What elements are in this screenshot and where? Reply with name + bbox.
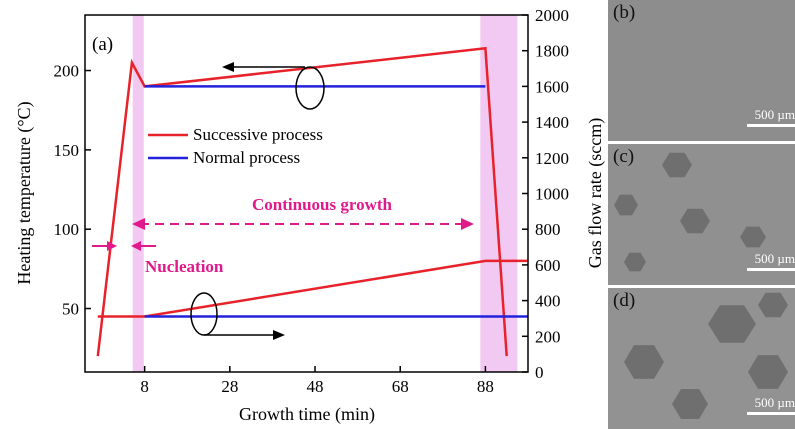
ellipse-marker-lower	[190, 292, 218, 336]
crystal-domain	[624, 252, 646, 272]
x-tick-label: 8	[140, 377, 149, 396]
y-tick-label-right: 200	[535, 327, 561, 346]
series-line-2	[97, 259, 528, 318]
crystal-domain	[748, 355, 788, 389]
legend-label-successive: Successive process	[193, 125, 323, 144]
series-layer	[96, 46, 528, 357]
continuous-growth-arrowhead-right	[461, 218, 474, 230]
y-tick-label-right: 800	[535, 220, 561, 239]
panel-label: (a)	[92, 34, 113, 55]
nucleation-annotation: Nucleation	[92, 241, 224, 276]
crystal-domain	[740, 226, 766, 248]
arrow-right-head	[273, 330, 285, 340]
y-tick-label-left: 100	[54, 220, 80, 239]
y-tick-label-left: 200	[54, 62, 80, 81]
ellipse-marker-upper	[295, 66, 325, 110]
scale-label-b: 500 µm	[754, 107, 795, 122]
arrow-left-head	[222, 62, 234, 72]
axis-indicator-lower	[190, 292, 285, 340]
micrograph-d: (d) 500 µm	[608, 288, 795, 429]
y-axis-label-left: Heating temperature (°C)	[14, 101, 35, 284]
micrograph-c: (c) 500 µm	[608, 144, 795, 285]
x-tick-label: 68	[392, 377, 409, 396]
crystal-domain	[672, 388, 708, 420]
y-tick-label-right: 1600	[535, 77, 569, 96]
continuous-growth-annotation: Continuous growth	[132, 195, 474, 230]
y-tick-label-left: 150	[54, 141, 80, 160]
y-tick-label-right: 600	[535, 256, 561, 275]
crystal-domain	[680, 208, 710, 234]
shaded-region-0	[132, 15, 144, 372]
scale-label-d: 500 µm	[754, 395, 795, 410]
y-axis-label-right: Gas flow rate (sccm)	[585, 118, 606, 268]
y-tick-label-left: 50	[62, 300, 79, 319]
crystal-domain	[624, 345, 664, 379]
panel-label-d: (d)	[613, 290, 636, 311]
axis-indicator-upper	[222, 62, 325, 110]
legend-label-normal: Normal process	[193, 148, 300, 167]
crystal-domain	[614, 194, 638, 216]
nucleation-arrowhead-left	[107, 241, 117, 251]
x-tick-label: 48	[307, 377, 324, 396]
micrograph-b: (b) 500 µm	[608, 0, 795, 141]
y-tick-label-right: 1000	[535, 185, 569, 204]
y-tick-label-right: 1800	[535, 42, 569, 61]
scale-bar-b	[747, 124, 795, 127]
crystal-domain	[758, 292, 788, 318]
scale-bar-d	[747, 412, 795, 415]
nucleation-arrowhead-right	[131, 241, 141, 251]
y-tick-label-right: 1200	[535, 149, 569, 168]
y-tick-label-right: 1400	[535, 113, 569, 132]
panel-divider-2	[608, 285, 795, 288]
shaded-regions	[132, 15, 518, 372]
panel-label-b: (b)	[613, 2, 636, 23]
panel-divider-1	[608, 141, 795, 144]
y-tick-label-right: 0	[535, 363, 544, 382]
scale-bar-c	[747, 268, 795, 271]
continuous-growth-arrowhead-left	[132, 218, 145, 230]
x-tick-label: 28	[221, 377, 238, 396]
tick-layer: 8 28 48 68 885010015020002004006008001000120…	[54, 6, 570, 396]
crystal-domain	[708, 305, 756, 343]
x-tick-label: 88	[477, 377, 494, 396]
y-tick-label-right: 2000	[535, 6, 569, 25]
x-axis-label: Growth time (min)	[239, 404, 375, 425]
scale-label-c: 500 µm	[754, 251, 795, 266]
y-tick-label-right: 400	[535, 292, 561, 311]
panel-label-c: (c)	[613, 146, 635, 167]
continuous-growth-label: Continuous growth	[252, 195, 393, 214]
legend: Successive process Normal process	[148, 125, 323, 167]
nucleation-label: Nucleation	[145, 257, 224, 276]
crystal-domain	[662, 152, 692, 178]
